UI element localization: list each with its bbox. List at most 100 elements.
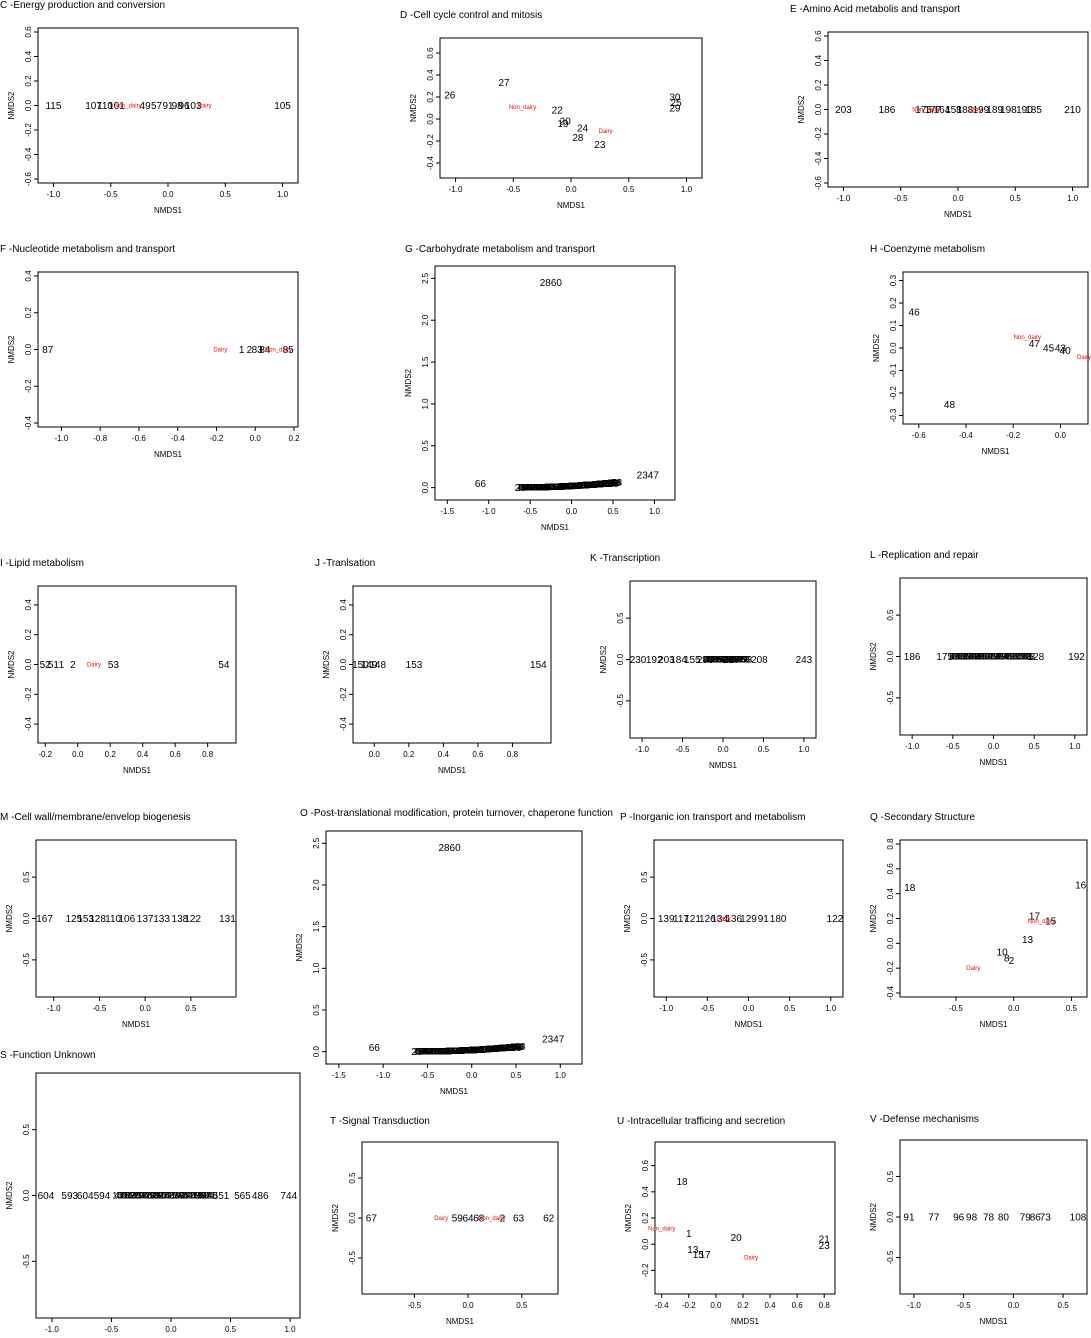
cloud-mark: 89 xyxy=(522,483,532,493)
cloud-mark: 82 xyxy=(546,482,556,492)
cloud-mark: 57 xyxy=(526,483,536,493)
cloud-mark: 30 xyxy=(431,1047,441,1057)
cloud-mark: 49 xyxy=(562,481,572,491)
panel-title: C -Energy production and conversion xyxy=(0,0,166,11)
point-label: 18 xyxy=(676,1177,688,1188)
x-axis-label: NMDS1 xyxy=(154,450,183,459)
cloud-mark: 25 xyxy=(503,1043,513,1053)
point-label: 122 xyxy=(184,914,201,925)
cloud-mark: 84 xyxy=(591,480,601,490)
point-label: 126 xyxy=(699,914,716,925)
cloud-mark: 75 xyxy=(569,481,579,491)
point-label: 25 xyxy=(671,98,683,109)
panel-title: V -Defense mechanisms xyxy=(870,1114,979,1125)
cloud-mark: 84 xyxy=(117,1191,127,1201)
nmds-panel-Q: Q -Secondary Structure -0.5 0.0 0.5 -0.4 -0.2… xyxy=(869,812,1091,1037)
cloud-mark: 26 xyxy=(489,1044,499,1054)
cloud-mark: 36 xyxy=(420,1047,430,1057)
cloud-mark: 62 xyxy=(530,483,540,493)
cloud-mark: 22 xyxy=(470,1045,480,1055)
point-label: 188 xyxy=(957,105,974,116)
cloud-mark: 84 xyxy=(518,483,528,493)
cloud-mark: 88 xyxy=(986,652,996,662)
point-label: 158 xyxy=(945,105,962,116)
y-tick-label: 0.0 xyxy=(24,658,33,670)
point-label: 98 xyxy=(172,101,184,112)
cloud-mark: 51 xyxy=(535,482,545,492)
group-label: Dairy xyxy=(968,108,982,114)
cloud-mark: 24 xyxy=(182,1191,192,1201)
cloud-mark: 20 xyxy=(422,1047,432,1057)
plot-area: -1.0 -0.5 0.0 0.5 1.0 -0.6 -0.4 -0.2 0.0 0.2 0.4 0.… xyxy=(7,26,299,215)
cloud-mark: 64 xyxy=(575,481,585,491)
cloud-mark: 63 xyxy=(588,480,598,490)
cloud-mark: 72 xyxy=(538,482,548,492)
cloud-mark: 91 xyxy=(567,481,577,491)
cloud-mark: 71 xyxy=(450,1046,460,1056)
point-label: 57 xyxy=(151,101,163,112)
cloud-mark: 24 xyxy=(542,482,552,492)
cloud-mark: 30 xyxy=(605,478,615,488)
x-tick-label: 0.0 xyxy=(162,190,174,199)
point-label: 176 xyxy=(915,105,932,116)
point-label: 16 xyxy=(1075,880,1087,891)
y-tick-label: -0.2 xyxy=(24,687,33,701)
y-tick-label: 1.5 xyxy=(421,356,430,368)
cloud-mark: 68 xyxy=(520,483,530,493)
x-tick-label: -1.5 xyxy=(332,1071,346,1080)
cloud-mark: 10 xyxy=(112,1191,122,1201)
cloud-mark: 61 xyxy=(1000,652,1010,662)
cloud-mark: 65 xyxy=(461,1046,471,1056)
cloud-mark: 73 xyxy=(421,1047,431,1057)
cloud-mark: 74 xyxy=(484,1044,494,1054)
cloud-mark: 85 xyxy=(478,1045,488,1055)
cloud-mark: 89 xyxy=(420,1047,430,1057)
cloud-mark: 50 xyxy=(448,1046,458,1056)
point-label: 186 xyxy=(904,652,921,663)
point-label: 13 xyxy=(687,1245,699,1256)
cloud-mark: 12 xyxy=(562,482,572,492)
point-label: 49 xyxy=(140,101,152,112)
y-axis-label: NMDS2 xyxy=(7,650,16,679)
point-label: 28 xyxy=(572,133,584,144)
cloud-mark: 87 xyxy=(201,1191,211,1201)
x-tick-label: 0.0 xyxy=(1008,1301,1020,1310)
y-tick-label: 0.2 xyxy=(24,75,33,87)
cloud-mark: 68 xyxy=(121,1191,131,1201)
y-tick-label: 0.0 xyxy=(24,99,33,111)
nmds-panel-P: P -Inorganic ion transport and metabolis… xyxy=(620,812,845,1037)
x-tick-label: 0.0 xyxy=(710,1301,722,1310)
cloud-mark: 31 xyxy=(493,1044,503,1054)
y-tick-label: 2.0 xyxy=(421,314,430,326)
x-tick-label: 0.5 xyxy=(758,745,770,754)
cloud-mark: 30 xyxy=(730,655,740,665)
y-axis-label: NMDS2 xyxy=(869,1202,878,1231)
point-label: 23 xyxy=(594,140,606,151)
point-label: 2860 xyxy=(438,843,461,854)
point-label: 153 xyxy=(406,660,423,671)
cloud-mark: 46 xyxy=(531,483,541,493)
y-tick-label: 0.0 xyxy=(886,937,895,949)
x-tick-label: 0.2 xyxy=(737,1301,749,1310)
cloud-mark: 87 xyxy=(1012,652,1022,662)
cloud-mark: 13 xyxy=(447,1046,457,1056)
y-axis-label: NMDS2 xyxy=(5,1181,14,1210)
cloud-mark: 10 xyxy=(948,652,958,662)
point-label: 2347 xyxy=(542,1035,565,1046)
x-axis-label: NMDS1 xyxy=(981,447,1010,456)
x-tick-label: 1.0 xyxy=(284,1325,296,1334)
point-label: 64 xyxy=(462,1214,474,1225)
x-axis-label: NMDS1 xyxy=(557,201,586,210)
cloud-mark: 30 xyxy=(508,1042,518,1052)
cloud-mark: 39 xyxy=(454,1046,464,1056)
plot-area: -1.0 -0.5 0.0 0.5 1.0 -0.4 -0.2 0.0 0.2 0.4 0.6 NMD… xyxy=(409,37,703,210)
cloud-mark: 47 xyxy=(703,655,713,665)
x-axis-label: NMDS1 xyxy=(979,758,1008,767)
point-label: 59 xyxy=(452,1214,464,1225)
cloud-mark: 38 xyxy=(468,1045,478,1055)
cloud-mark: 68 xyxy=(707,655,717,665)
point-label: 175 xyxy=(936,652,953,663)
plot-frame xyxy=(325,830,583,1065)
point-label: 128 xyxy=(1027,652,1044,663)
x-tick-label: -0.5 xyxy=(104,190,118,199)
